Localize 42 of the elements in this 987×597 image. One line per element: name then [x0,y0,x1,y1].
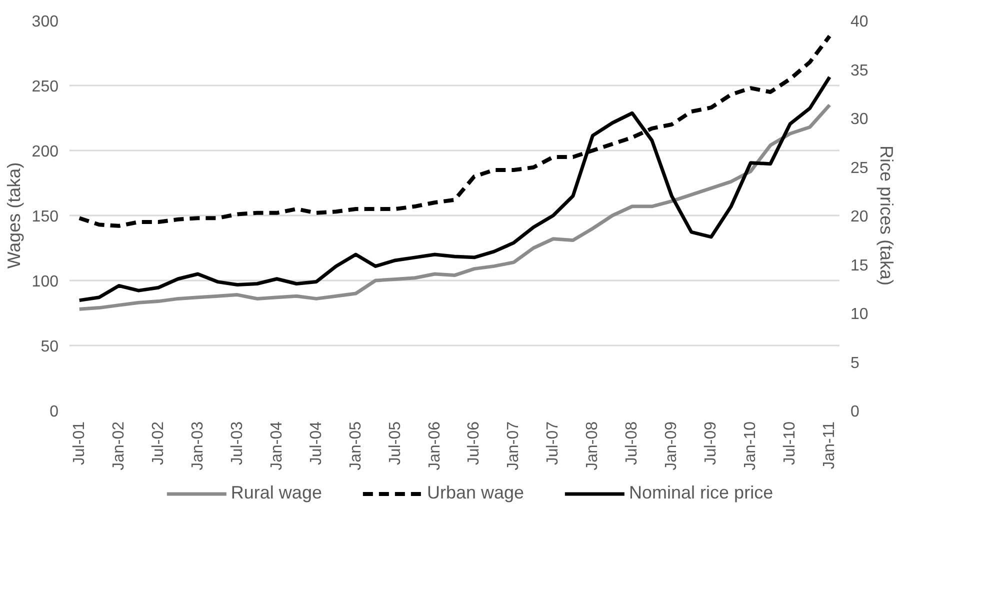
x-tick-label: Jan-07 [505,421,522,470]
x-tick-label: Jul-05 [386,421,404,466]
y-tick-label: 200 [32,144,59,160]
y-tick-label: 50 [40,338,59,356]
y2-tick-label: 15 [850,257,868,274]
x-tick-label: Jul-03 [228,421,246,466]
y2-tick-label: 10 [850,306,868,323]
y2-tick-label: 5 [850,354,860,372]
x-tick-label: Jan-06 [426,421,444,470]
x-tick-label: Jul-01 [70,421,88,466]
x-tick-label: Jan-03 [189,421,206,470]
legend-label: Urban wage [426,482,524,504]
y-tick-label: 0 [50,404,59,420]
y2-axis-title: Rice prices (taka) [876,145,896,286]
y2-tick-label: 0 [850,404,860,420]
y2-tick-label: 30 [850,111,868,128]
x-tick-label: Jan-08 [584,421,602,470]
x-tick-label: Jul-04 [308,421,325,466]
line-series [78,103,832,311]
y-tick-label: 300 [32,14,59,30]
y2-tick-label: 40 [850,14,868,30]
x-tick-label: Jul-10 [782,421,799,466]
y-tick-label: 150 [32,208,59,226]
y2-tick-label: 20 [850,208,868,226]
x-tick-label: Jan-09 [663,421,680,470]
y2-tick-label: 25 [850,160,868,177]
y-tick-label: 100 [32,274,59,290]
x-tick-label: Jul-07 [544,421,562,466]
x-tick-label: Jul-02 [150,421,167,466]
x-tick-label: Jan-04 [268,421,286,470]
x-tick-label: Jan-11 [821,421,838,470]
x-tick-label: Jan-10 [742,421,760,470]
x-tick-label: Jan-05 [347,421,364,470]
x-tick-label: Jul-09 [702,421,720,466]
y-axis-title: Wages (taka) [4,162,24,269]
x-tick-label: Jan-02 [110,421,128,470]
y2-tick-label: 35 [850,62,868,80]
y-tick-label: 250 [32,78,59,96]
x-tick-label: Jul-08 [624,421,641,466]
x-tick-label: Jul-06 [466,421,483,466]
legend-label: Rural wage [230,482,322,504]
legend-label: Nominal rice price [629,482,774,504]
